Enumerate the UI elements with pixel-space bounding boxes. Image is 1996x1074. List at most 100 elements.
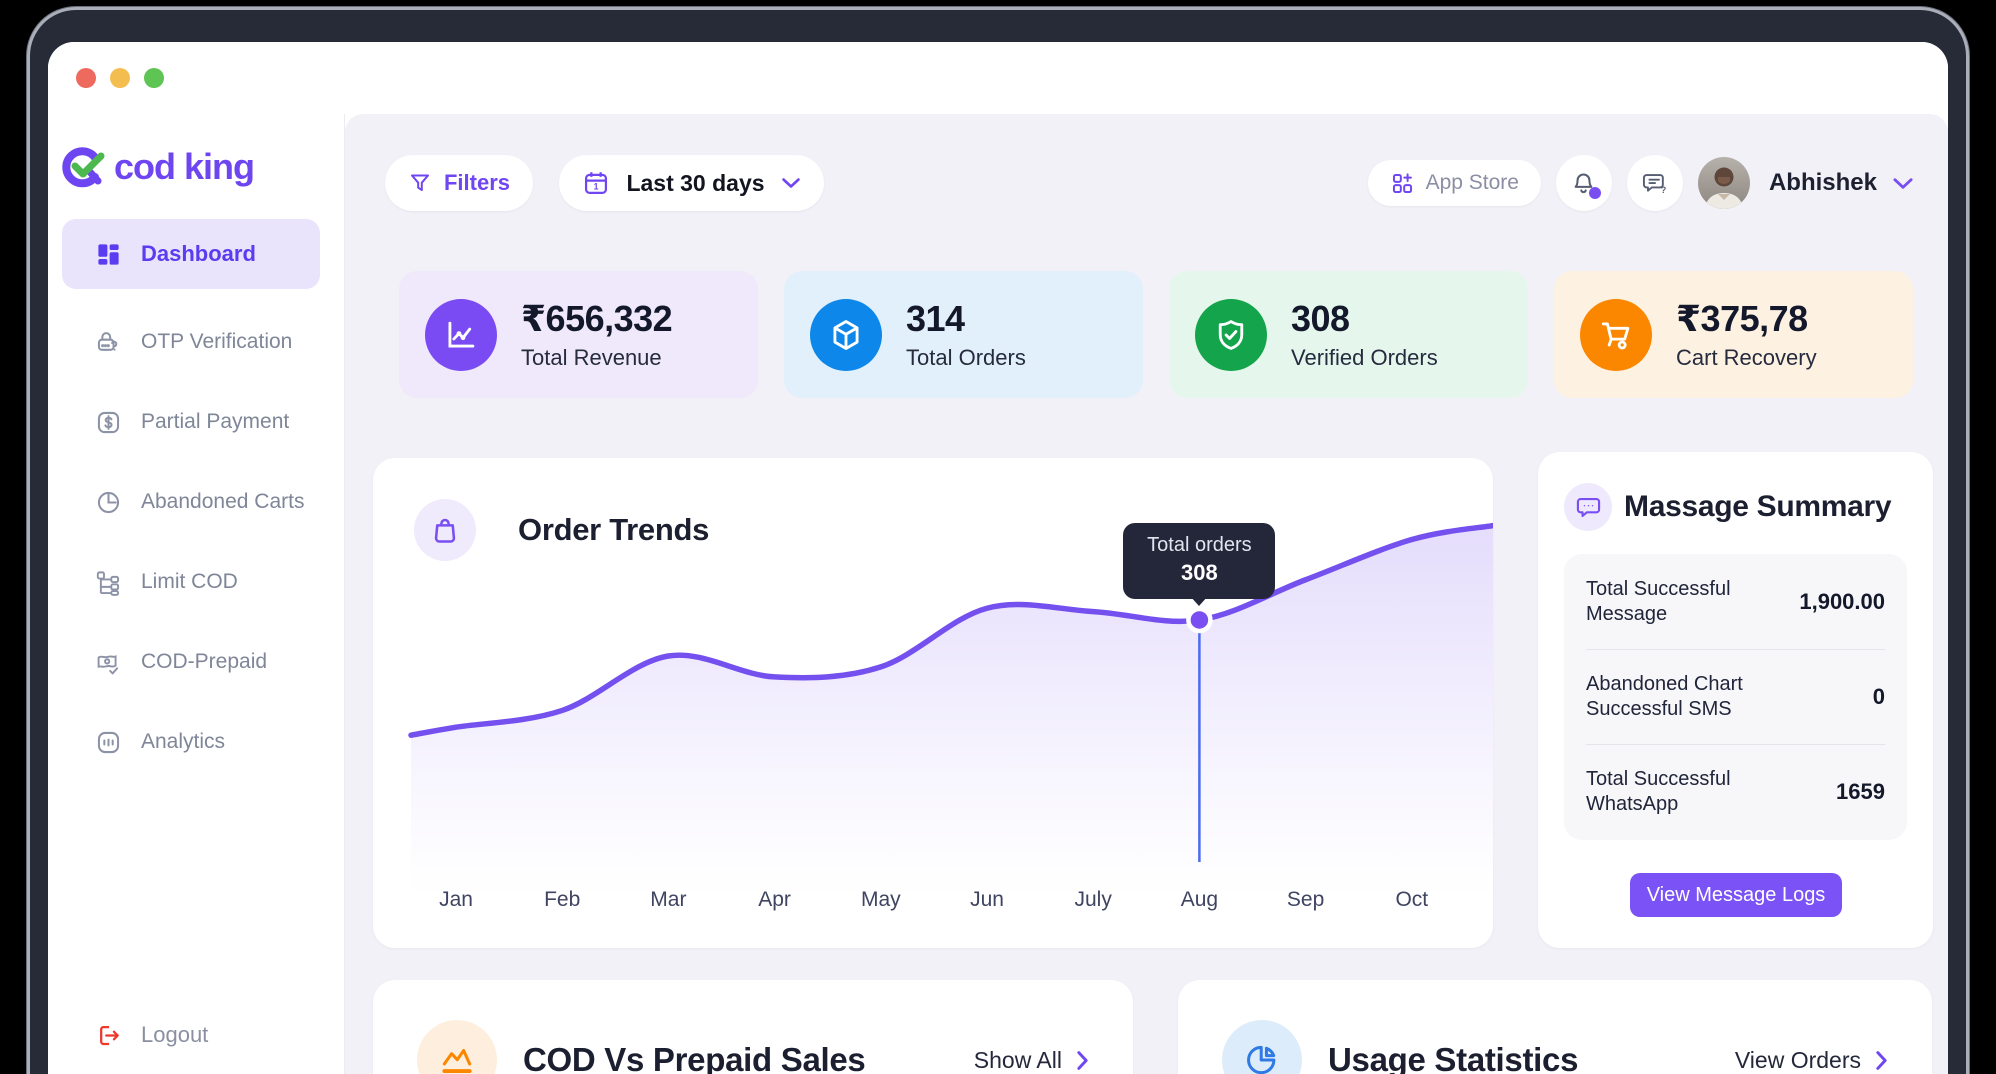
summary-row-whatsapp: Total Successful WhatsApp 1659 — [1586, 744, 1885, 839]
window-titlebar — [48, 42, 1948, 114]
view-orders-link[interactable]: View Orders — [1735, 1047, 1888, 1074]
filter-funnel-icon — [410, 174, 429, 191]
cube-icon — [810, 298, 882, 371]
sidebar: cod king Dashboard — [48, 114, 345, 1074]
sidebar-item-abandoned-carts[interactable]: Abandoned Carts — [48, 462, 344, 542]
sidebar-item-label: OTP Verification — [141, 330, 293, 353]
notifications-button[interactable] — [1555, 155, 1612, 211]
sidebar-item-label: Analytics — [141, 730, 226, 753]
order-trends-chart[interactable] — [373, 458, 1493, 948]
view-message-logs-button[interactable]: View Message Logs — [1630, 873, 1842, 917]
summary-row-value: 1659 — [1836, 779, 1885, 804]
chevron-down-icon — [781, 178, 800, 188]
hierarchy-icon — [96, 570, 120, 596]
stat-label: Cart Recovery — [1676, 345, 1817, 370]
sidebar-nav: OTP Verification Partial Payment — [48, 302, 344, 782]
sidebar-item-label: Dashboard — [141, 241, 256, 266]
sidebar-item-cod-prepaid[interactable]: COD-Prepaid — [48, 622, 344, 702]
message-summary-title: Massage Summary — [1624, 490, 1892, 523]
calendar-icon: 1 — [585, 172, 608, 195]
clock-icon — [97, 491, 120, 513]
sidebar-item-label: COD-Prepaid — [141, 650, 268, 673]
cod-vs-prepaid-header: COD Vs Prepaid Sales Show All — [417, 1020, 1089, 1074]
brand-name: cod king — [114, 146, 255, 187]
app-body: cod king Dashboard — [48, 114, 1948, 1074]
shield-check-icon — [1195, 298, 1267, 371]
stat-card-total-orders[interactable]: 314 Total Orders — [784, 271, 1143, 398]
traffic-light-zoom[interactable] — [144, 68, 164, 88]
summary-row-total-message: Total Successful Message 1,900.00 — [1586, 554, 1885, 649]
summary-row-value: 1,900.00 — [1799, 588, 1885, 614]
stat-label: Verified Orders — [1291, 345, 1438, 370]
usage-statistics-header: Usage Statistics View Orders — [1222, 1020, 1888, 1074]
stat-label: Total Revenue — [521, 345, 662, 370]
banknote-check-icon — [97, 654, 119, 674]
filters-button[interactable]: Filters — [385, 155, 533, 211]
order-trends-title: Order Trends — [518, 512, 710, 547]
cod-king-logo-icon — [62, 147, 105, 188]
traffic-light-close[interactable] — [76, 68, 96, 88]
stat-label: Total Orders — [906, 345, 1026, 370]
stat-card-verified-orders[interactable]: 308 Verified Orders — [1169, 271, 1528, 398]
summary-row-label: Total Successful WhatsApp — [1586, 768, 1731, 815]
main-content: Filters 1 Last 30 days — [345, 114, 1948, 1074]
stats-row: ₹656,332 Total Revenue 314 — [399, 271, 1913, 398]
summary-row-abandoned-sms: Abandoned Chart Successful SMS 0 — [1586, 649, 1885, 744]
message-summary-header: Massage Summary — [1564, 483, 1892, 531]
topbar: Filters 1 Last 30 days — [385, 155, 1914, 211]
view-orders-label: View Orders — [1734, 1046, 1861, 1073]
traffic-light-minimize[interactable] — [110, 68, 130, 88]
brand-logo[interactable]: cod king — [60, 144, 255, 190]
tooltip-value: 308 — [1181, 559, 1218, 585]
sidebar-item-dashboard[interactable]: Dashboard — [62, 219, 320, 289]
topbar-right: App Store — [1367, 155, 1914, 211]
avatar-image — [1697, 157, 1750, 209]
app-store-button[interactable]: App Store — [1367, 160, 1541, 206]
logout-label: Logout — [141, 1022, 209, 1047]
apps-grid-plus-icon — [1392, 172, 1412, 193]
chart-tooltip: Total orders 308 — [1123, 522, 1276, 599]
line-chart-icon — [425, 298, 497, 371]
summary-row-value: 0 — [1872, 684, 1885, 709]
area-chart-icon — [417, 1020, 497, 1074]
stat-value: ₹375,78 — [1676, 298, 1808, 339]
date-range-select[interactable]: 1 Last 30 days — [559, 155, 824, 211]
lock-question-icon — [97, 331, 118, 351]
show-all-label: Show All — [973, 1046, 1062, 1073]
stat-card-total-revenue[interactable]: ₹656,332 Total Revenue — [399, 271, 758, 398]
sidebar-item-label: Limit COD — [141, 570, 238, 593]
chevron-down-icon[interactable] — [1892, 177, 1914, 190]
sidebar-item-otp-verification[interactable]: OTP Verification — [48, 302, 344, 382]
app-window: cod king Dashboard — [30, 10, 1966, 1074]
stat-card-cart-recovery[interactable]: ₹375,78 Cart Recovery — [1554, 271, 1913, 398]
cod-vs-prepaid-card: COD Vs Prepaid Sales Show All — [373, 980, 1133, 1074]
shopping-bag-icon — [414, 499, 476, 561]
analytics-bars-icon — [97, 731, 120, 753]
usage-statistics-card: Usage Statistics View Orders — [1178, 980, 1932, 1074]
logout-button[interactable]: Logout — [95, 1015, 208, 1055]
sidebar-item-partial-payment[interactable]: Partial Payment — [48, 382, 344, 462]
chevron-right-icon — [1077, 1050, 1088, 1070]
notification-badge — [1588, 187, 1601, 199]
summary-row-label: Abandoned Chart Successful SMS — [1586, 673, 1743, 720]
message-summary-card: Massage Summary Total Successful Message… — [1538, 452, 1933, 948]
sidebar-item-analytics[interactable]: Analytics — [48, 702, 344, 782]
bell-icon — [1575, 172, 1593, 193]
show-all-link[interactable]: Show All — [974, 1047, 1089, 1074]
cart-icon — [1580, 298, 1652, 371]
sidebar-item-limit-cod[interactable]: Limit COD — [48, 542, 344, 622]
dollar-square-icon — [97, 411, 120, 433]
app-frame: cod king Dashboard — [48, 42, 1948, 1074]
chat-bubble-icon — [1564, 483, 1612, 531]
svg-text:?: ? — [1661, 185, 1667, 195]
stat-value: 314 — [906, 298, 965, 339]
message-summary-panel: Total Successful Message 1,900.00 Abando… — [1564, 554, 1907, 840]
chevron-right-icon — [1876, 1050, 1887, 1070]
app-store-label: App Store — [1425, 171, 1519, 194]
avatar[interactable] — [1697, 157, 1750, 209]
tooltip-label: Total orders — [1147, 533, 1252, 556]
messages-help-button[interactable]: ? — [1626, 155, 1683, 211]
svg-text:1: 1 — [594, 181, 599, 191]
logout-icon — [100, 1025, 119, 1045]
